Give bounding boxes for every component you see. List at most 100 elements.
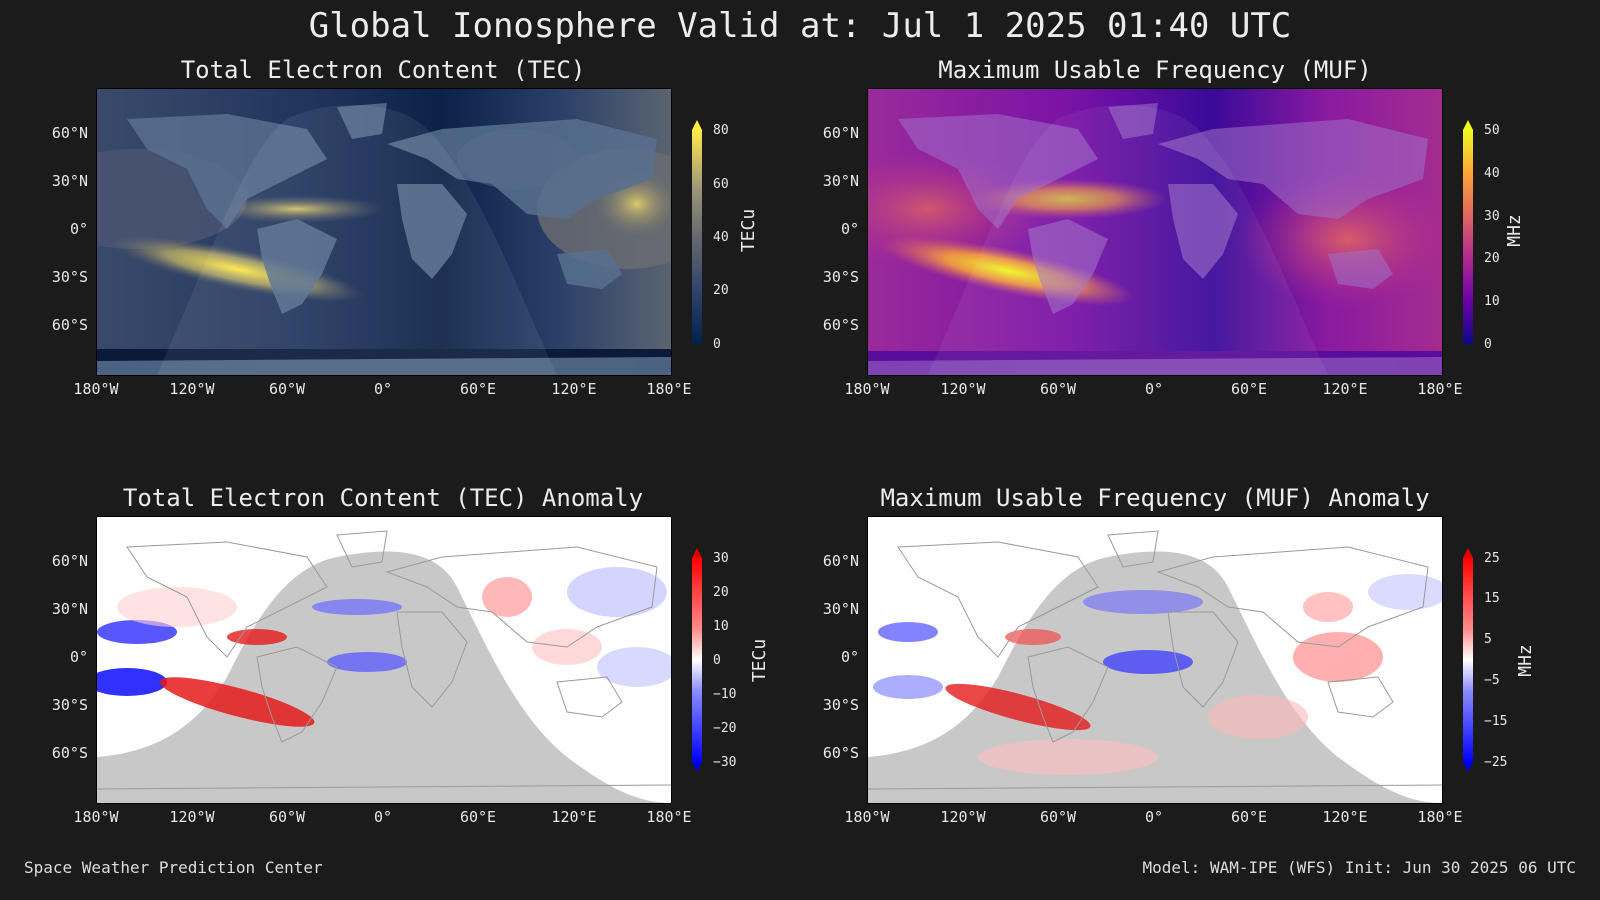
- tec-lon-120w: 120°W: [169, 380, 215, 398]
- tec-lon-60w: 60°W: [268, 380, 306, 398]
- tec-colorbar-extend-icon: [692, 120, 702, 130]
- muf-anomaly-panel-title: Maximum Usable Frequency (MUF) Anomaly: [880, 484, 1430, 512]
- muf-anomaly-colorbar-label: MHz: [1514, 644, 1536, 677]
- tec-anomaly-lon-120w: 120°W: [169, 808, 215, 826]
- muf-tick-20: 20: [1484, 251, 1500, 266]
- muf-anomaly-blobs: [873, 574, 1442, 775]
- muf-panel-title: Maximum Usable Frequency (MUF): [938, 56, 1372, 84]
- muf-anomaly-tick-5: 5: [1484, 632, 1492, 647]
- muf-anomaly-tick-neg5: −5: [1484, 673, 1500, 688]
- muf-tick-0: 0: [1484, 337, 1492, 352]
- muf-tick-10: 10: [1484, 294, 1500, 309]
- muf-anomaly-map-svg: [868, 517, 1442, 803]
- muf-anomaly-tick-25: 25: [1484, 551, 1500, 566]
- tec-lat-30s: 30°S: [51, 268, 88, 286]
- muf-anomaly-lat-60s: 60°S: [822, 744, 859, 762]
- muf-lon-60w: 60°W: [1039, 380, 1077, 398]
- tec-anomaly-tick-20: 20: [713, 585, 729, 600]
- muf-anomaly-lon-120w: 120°W: [940, 808, 986, 826]
- muf-tick-30: 30: [1484, 209, 1500, 224]
- muf-lon-120w: 120°W: [940, 380, 986, 398]
- tec-anomaly-map-svg: [97, 517, 671, 803]
- muf-lon-180e: 180°E: [1417, 380, 1463, 398]
- muf-anomaly-tick-neg25: −25: [1484, 755, 1508, 770]
- tec-panel-title: Total Electron Content (TEC): [180, 56, 586, 84]
- tec-lon-180e: 180°E: [646, 380, 692, 398]
- muf-lon-120e: 120°E: [1322, 380, 1368, 398]
- tec-map-svg: [97, 89, 671, 375]
- tec-tick-20: 20: [713, 283, 729, 298]
- muf-anomaly-lon-0: 0°: [1144, 808, 1164, 826]
- muf-anomaly-lat-30n: 30°N: [822, 600, 859, 618]
- tec-colorbar: [692, 130, 702, 344]
- tec-anomaly-colorbar-label: TECu: [749, 638, 771, 683]
- tec-tick-60: 60: [713, 177, 729, 192]
- muf-anomaly-lat-60n: 60°N: [822, 552, 859, 570]
- footer-model-info: Model: WAM-IPE (WFS) Init: Jun 30 2025 0…: [1142, 858, 1576, 877]
- tec-lat-30n: 30°N: [51, 172, 88, 190]
- main-title: Global Ionosphere Valid at: Jul 1 2025 0…: [308, 6, 1292, 46]
- muf-lat-30s: 30°S: [822, 268, 859, 286]
- muf-lat-0: 0°: [840, 220, 859, 238]
- muf-anomaly-lon-60w: 60°W: [1039, 808, 1077, 826]
- muf-map: [867, 88, 1443, 376]
- muf-colorbar-extend-icon: [1463, 120, 1473, 130]
- muf-anomaly-colorbar-bottom-icon: [1463, 762, 1473, 772]
- muf-anomaly-lon-60e: 60°E: [1230, 808, 1268, 826]
- tec-map: [96, 88, 672, 376]
- muf-anomaly-lon-180e: 180°E: [1417, 808, 1463, 826]
- tec-lon-180w: 180°W: [73, 380, 119, 398]
- tec-anomaly-lon-180w: 180°W: [73, 808, 119, 826]
- tec-colorbar-label: TECu: [738, 208, 760, 253]
- muf-tick-40: 40: [1484, 166, 1500, 181]
- muf-anomaly-tick-15: 15: [1484, 591, 1500, 606]
- tec-anomaly-colorbar: [692, 558, 702, 762]
- tec-anomaly-lon-120e: 120°E: [551, 808, 597, 826]
- tec-anomaly-lon-180e: 180°E: [646, 808, 692, 826]
- tec-anomaly-tick-neg30: −30: [713, 755, 737, 770]
- muf-anomaly-colorbar-top-icon: [1463, 548, 1473, 558]
- tec-anomaly-tick-30: 30: [713, 551, 729, 566]
- tec-anomaly-panel-title: Total Electron Content (TEC) Anomaly: [122, 484, 644, 512]
- muf-anomaly-colorbar: [1463, 558, 1473, 762]
- tec-anomaly-lon-60e: 60°E: [459, 808, 497, 826]
- muf-lon-60e: 60°E: [1230, 380, 1268, 398]
- tec-anomaly-lat-30s: 30°S: [51, 696, 88, 714]
- tec-anomaly-tick-neg20: −20: [713, 721, 737, 736]
- footer-organization: Space Weather Prediction Center: [24, 858, 323, 877]
- tec-anomaly-blobs: [97, 567, 671, 727]
- tec-anomaly-lat-60s: 60°S: [51, 744, 88, 762]
- tec-tick-0: 0: [713, 337, 721, 352]
- tec-anomaly-colorbar-bottom-icon: [692, 762, 702, 772]
- tec-anomaly-map: [96, 516, 672, 804]
- tec-lat-60n: 60°N: [51, 124, 88, 142]
- muf-anomaly-lat-0: 0°: [840, 648, 859, 666]
- muf-map-svg: [868, 89, 1442, 375]
- tec-anomaly-lat-0: 0°: [69, 648, 88, 666]
- muf-lat-60s: 60°S: [822, 316, 859, 334]
- muf-anomaly-coastlines: [868, 530, 1442, 790]
- tec-lon-60e: 60°E: [459, 380, 497, 398]
- tec-anomaly-lon-60w: 60°W: [268, 808, 306, 826]
- tec-anomaly-tick-neg10: −10: [713, 687, 737, 702]
- tec-anomaly-lat-60n: 60°N: [51, 552, 88, 570]
- tec-anomaly-tick-0: 0: [713, 653, 721, 668]
- muf-land: [868, 103, 1442, 375]
- muf-anomaly-lat-30s: 30°S: [822, 696, 859, 714]
- muf-lat-30n: 30°N: [822, 172, 859, 190]
- tec-lon-120e: 120°E: [551, 380, 597, 398]
- muf-anomaly-map: [867, 516, 1443, 804]
- tec-anomaly-colorbar-top-icon: [692, 548, 702, 558]
- tec-anomaly-lon-0: 0°: [373, 808, 393, 826]
- muf-anomaly-lon-120e: 120°E: [1322, 808, 1368, 826]
- tec-anomaly-tick-10: 10: [713, 619, 729, 634]
- muf-anomaly-lon-180w: 180°W: [844, 808, 890, 826]
- tec-land: [97, 103, 671, 375]
- tec-anomaly-lat-30n: 30°N: [51, 600, 88, 618]
- tec-anomaly-coastlines: [97, 530, 671, 790]
- muf-tick-50: 50: [1484, 123, 1500, 138]
- tec-tick-40: 40: [713, 230, 729, 245]
- tec-lat-60s: 60°S: [51, 316, 88, 334]
- muf-colorbar: [1463, 130, 1473, 344]
- tec-lat-0: 0°: [69, 220, 88, 238]
